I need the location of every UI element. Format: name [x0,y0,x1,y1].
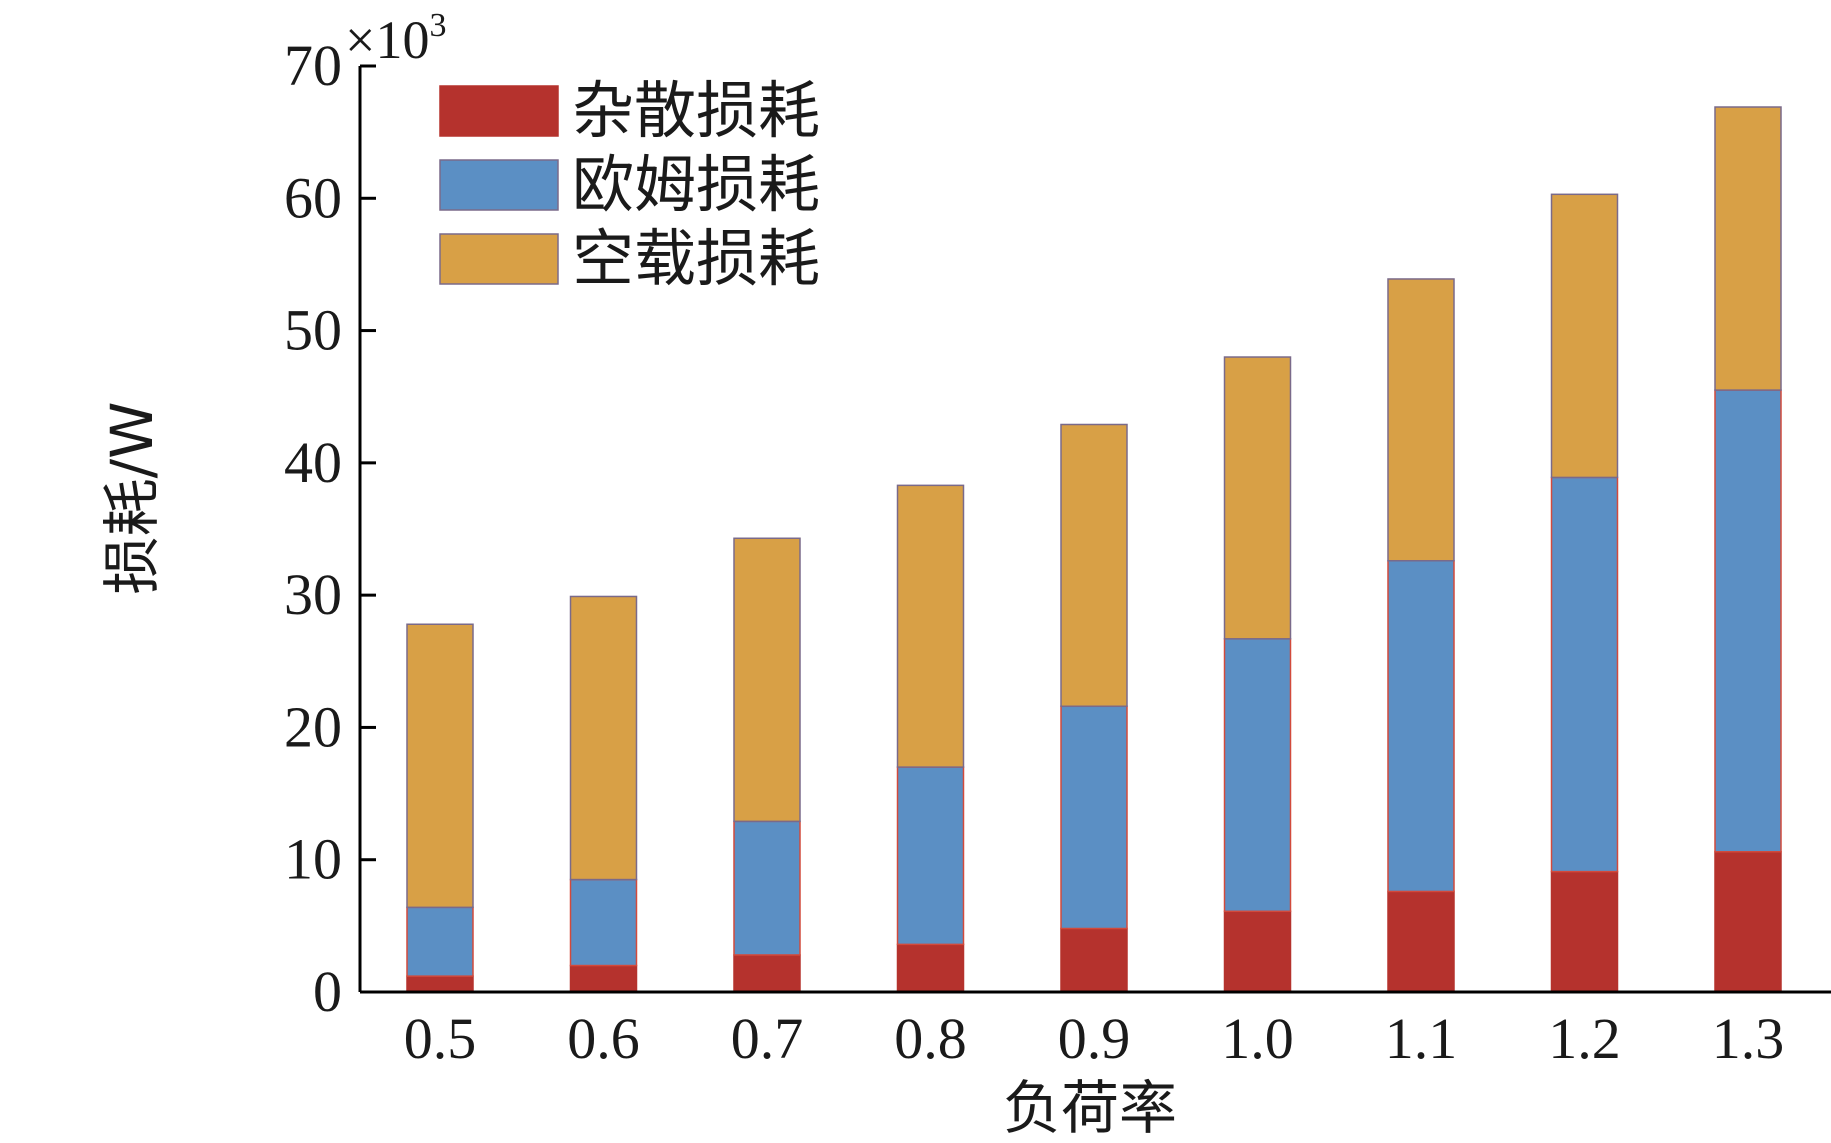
y-axis-title: 损耗/W [98,402,166,595]
x-axis-title: 负荷率 [1003,1074,1177,1142]
bar-ohmic-0.7 [733,820,801,956]
y-axis-multiplier: ×103 [345,7,446,70]
bar-ohmic-0.9 [1060,705,1128,930]
y-tick-label-50: 50 [284,298,342,363]
x-tick-label-0.8: 0.8 [894,1006,967,1071]
x-tick-label-1.3: 1.3 [1712,1006,1785,1071]
bar-stray-0.8 [896,943,965,993]
y-ticks-group: 0 10 20 30 40 50 60 70 [284,33,376,1024]
y-tick-label-20: 20 [284,694,342,759]
bar-stray-1.1 [1387,890,1455,993]
bar-stray-1.3 [1714,851,1782,993]
bar-ohmic-1.1 [1387,559,1455,893]
y-tick-label-40: 40 [284,430,342,495]
bars-group [406,106,1782,993]
bar-noload-0.5 [406,623,474,909]
x-ticks-group: 0.5 0.6 0.7 0.8 0.9 1.0 1.1 1.2 1.3 [404,1006,1785,1071]
bar-noload-0.9 [1060,423,1128,708]
multiplier-base: ×10 [345,10,429,70]
y-tick-label-60: 60 [284,165,342,230]
y-tick-label-30: 30 [284,562,342,627]
legend-label-stray: 杂散损耗 [572,74,820,147]
bar-ohmic-1.0 [1223,638,1292,913]
bar-ohmic-0.5 [406,906,474,977]
x-tick-label-0.9: 0.9 [1058,1006,1131,1071]
bar-ohmic-0.8 [896,766,965,946]
bar-noload-0.8 [896,484,965,768]
y-tick-label-10: 10 [284,827,342,892]
bar-stray-0.6 [569,964,638,993]
x-tick-label-1.2: 1.2 [1548,1006,1621,1071]
legend-swatch-stray [439,85,559,137]
bar-stray-1.2 [1550,870,1619,993]
bar-stray-0.9 [1060,927,1128,993]
legend-swatch-ohmic [439,159,559,211]
y-tick-label-0: 0 [313,959,342,1024]
x-tick-label-1.1: 1.1 [1385,1006,1458,1071]
bar-stray-0.7 [733,954,801,993]
bar-noload-1.0 [1223,356,1292,640]
legend-label-ohmic: 欧姆损耗 [572,148,820,221]
bar-noload-1.1 [1387,278,1455,562]
bar-noload-1.2 [1550,193,1619,479]
axes-group [358,66,1831,994]
bar-noload-0.6 [569,595,638,881]
x-tick-label-1.0: 1.0 [1221,1006,1294,1071]
bar-ohmic-1.3 [1714,389,1782,853]
x-tick-label-0.7: 0.7 [731,1006,804,1071]
x-tick-label-0.5: 0.5 [404,1006,477,1071]
x-tick-label-0.6: 0.6 [567,1006,640,1071]
legend-label-noload: 空载损耗 [572,222,820,295]
bar-ohmic-1.2 [1550,476,1619,873]
bar-noload-0.7 [733,537,801,823]
bar-stray-0.5 [406,975,474,993]
legend-swatch-noload [439,233,559,285]
multiplier-exponent: 3 [429,7,446,44]
y-tick-label-70: 70 [284,33,342,98]
bar-noload-1.3 [1714,106,1782,391]
bar-ohmic-0.6 [569,878,638,967]
bar-stray-1.0 [1223,910,1292,993]
